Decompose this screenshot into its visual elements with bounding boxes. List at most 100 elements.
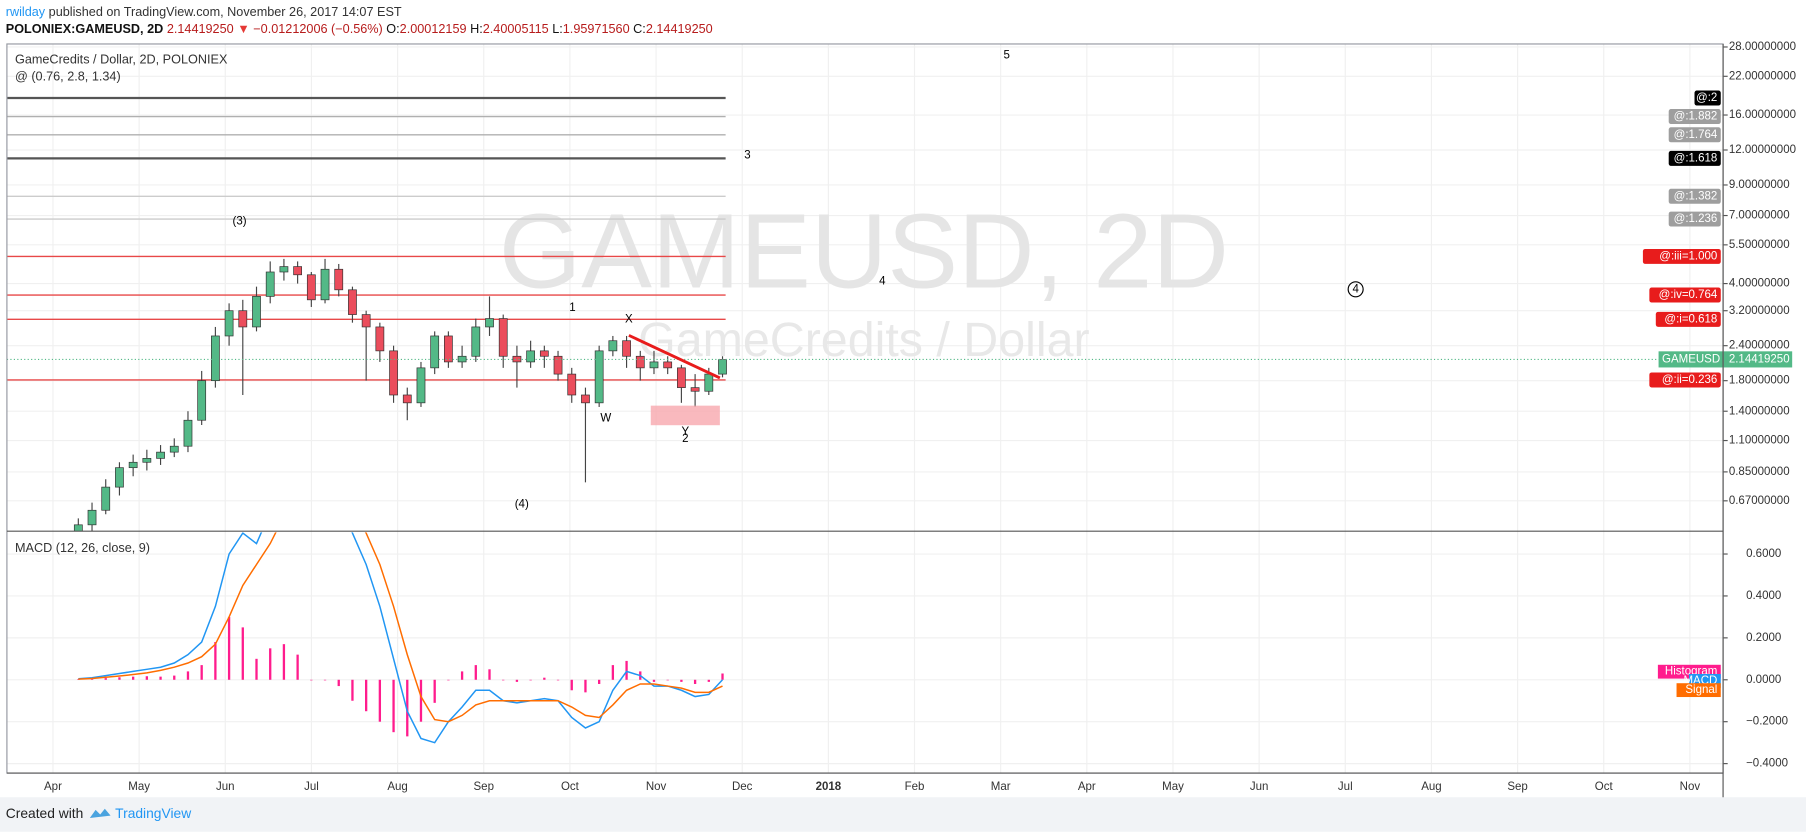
histogram-bar xyxy=(186,671,190,680)
arrow: ▼ xyxy=(237,22,250,36)
histogram-bar xyxy=(145,676,149,680)
wave-label: 5 xyxy=(1003,50,1009,62)
histogram-bar xyxy=(460,671,464,680)
x-tick-label: Sep xyxy=(1507,781,1527,793)
histogram-bar xyxy=(598,679,601,684)
candle-body xyxy=(402,394,412,404)
pane-subtitle: @ (0.76, 2.8, 1.34) xyxy=(15,70,121,84)
candle-body xyxy=(211,335,220,382)
y-tick-label: 0.0000 xyxy=(1746,674,1781,686)
x-tick-label: 2018 xyxy=(816,781,842,793)
candle-body xyxy=(581,394,590,404)
candle-body xyxy=(635,355,645,369)
x-tick-label: Nov xyxy=(646,781,667,793)
header-line-1: rwilday published on TradingView.com, No… xyxy=(6,5,402,19)
last-price-tag xyxy=(1658,351,1793,368)
wave-label: 1 xyxy=(569,302,575,314)
histogram-bar xyxy=(296,654,299,680)
candle-body xyxy=(622,340,631,357)
x-tick-label: Oct xyxy=(561,781,580,793)
wave-label: (3) xyxy=(233,215,247,227)
candle-body xyxy=(704,373,714,392)
wave-label: 2 xyxy=(682,433,688,445)
histogram-bar xyxy=(378,679,382,722)
o-val: 2.00012159 xyxy=(400,22,467,36)
c-key: C: xyxy=(633,22,646,36)
candle-body xyxy=(649,361,659,369)
candle-body xyxy=(265,271,275,297)
overlay: 28.00000000 22.00000000 16.00000000 12.0000… xyxy=(44,41,1796,793)
candle-body xyxy=(224,310,234,337)
candle-body xyxy=(690,387,700,392)
main-pane: GAMEUSD, 2D GameCredits / Dollar xyxy=(6,96,1724,532)
candle-body xyxy=(87,509,97,526)
published: published on TradingView.com, November 2… xyxy=(49,5,402,19)
level-label: @:i=0.618 xyxy=(1664,313,1717,325)
histogram-bar xyxy=(625,660,628,680)
x-tick-label: Dec xyxy=(732,781,753,793)
h-val: 2.40005115 xyxy=(483,22,549,36)
y-tick-label: −0.4000 xyxy=(1746,758,1788,770)
o-key: O: xyxy=(386,22,399,36)
logo xyxy=(89,808,111,818)
x-tick-label: May xyxy=(128,781,150,793)
x-tick-label: Sep xyxy=(474,781,494,793)
level-label: @:1.618 xyxy=(1674,152,1718,164)
trend-line xyxy=(628,334,721,380)
histogram-bar xyxy=(255,658,258,680)
histogram-bar xyxy=(392,679,395,733)
wave-label: W xyxy=(600,412,611,424)
y-tick-label: 0.85000000 xyxy=(1729,466,1790,478)
level-label: @:ii=0.236 xyxy=(1662,374,1717,386)
histogram-bar xyxy=(652,679,656,682)
change: −0.01212006 (−0.56%) xyxy=(253,22,382,36)
histogram-bar xyxy=(680,679,683,682)
candle-body xyxy=(389,350,398,396)
histogram-bar xyxy=(77,679,80,680)
histogram-bar xyxy=(707,679,710,682)
wave-label: Y xyxy=(681,426,689,438)
l-val: 1.95971560 xyxy=(563,22,630,36)
candle-body xyxy=(348,289,357,315)
y-tick-label: 12.00000000 xyxy=(1729,144,1796,156)
y-tick-label: 9.00000000 xyxy=(1729,179,1790,191)
candle-body xyxy=(128,461,138,469)
histogram-bar xyxy=(515,679,519,682)
histogram-bar xyxy=(282,644,286,680)
x-tick-label: Mar xyxy=(991,781,1011,793)
target-zone xyxy=(650,405,720,426)
y-tick-label: 1.40000000 xyxy=(1729,405,1790,417)
candle-body xyxy=(375,326,385,352)
macd-title: MACD (12, 26, close, 9) xyxy=(15,541,150,555)
grid xyxy=(6,43,1724,774)
x-tick-label: Jul xyxy=(1338,781,1353,793)
candle-body xyxy=(594,350,604,404)
candle-body xyxy=(663,361,673,369)
candle-body xyxy=(526,350,536,363)
wave-label: (4) xyxy=(515,499,529,511)
histogram-bar xyxy=(351,679,354,701)
legend-tag xyxy=(1676,683,1721,698)
y-tick-label: 1.10000000 xyxy=(1729,435,1790,447)
price: 2.14419250 xyxy=(167,22,234,36)
candle-body xyxy=(334,268,344,291)
histogram-bar xyxy=(488,669,491,680)
histogram-bar xyxy=(90,678,94,680)
level-label: @:iv=0.764 xyxy=(1659,289,1718,301)
candle-body xyxy=(197,380,207,421)
x-tick-label: Apr xyxy=(1078,781,1096,793)
histogram-bar xyxy=(173,675,176,680)
candle-body xyxy=(320,268,330,301)
x-tick-label: Jul xyxy=(304,781,319,793)
y-tick-label: 7.00000000 xyxy=(1729,210,1790,222)
candle-body xyxy=(279,266,289,273)
author: rwilday xyxy=(6,5,46,19)
histogram-bar xyxy=(584,679,587,693)
y-tick-label: 22.00000000 xyxy=(1729,70,1796,82)
wave-label: X xyxy=(625,313,633,325)
y-tick-label: 1.80000000 xyxy=(1729,375,1790,387)
candle-body xyxy=(293,266,302,276)
candle-body xyxy=(539,350,549,357)
macd-pane xyxy=(77,532,724,744)
macd-line xyxy=(78,532,724,744)
